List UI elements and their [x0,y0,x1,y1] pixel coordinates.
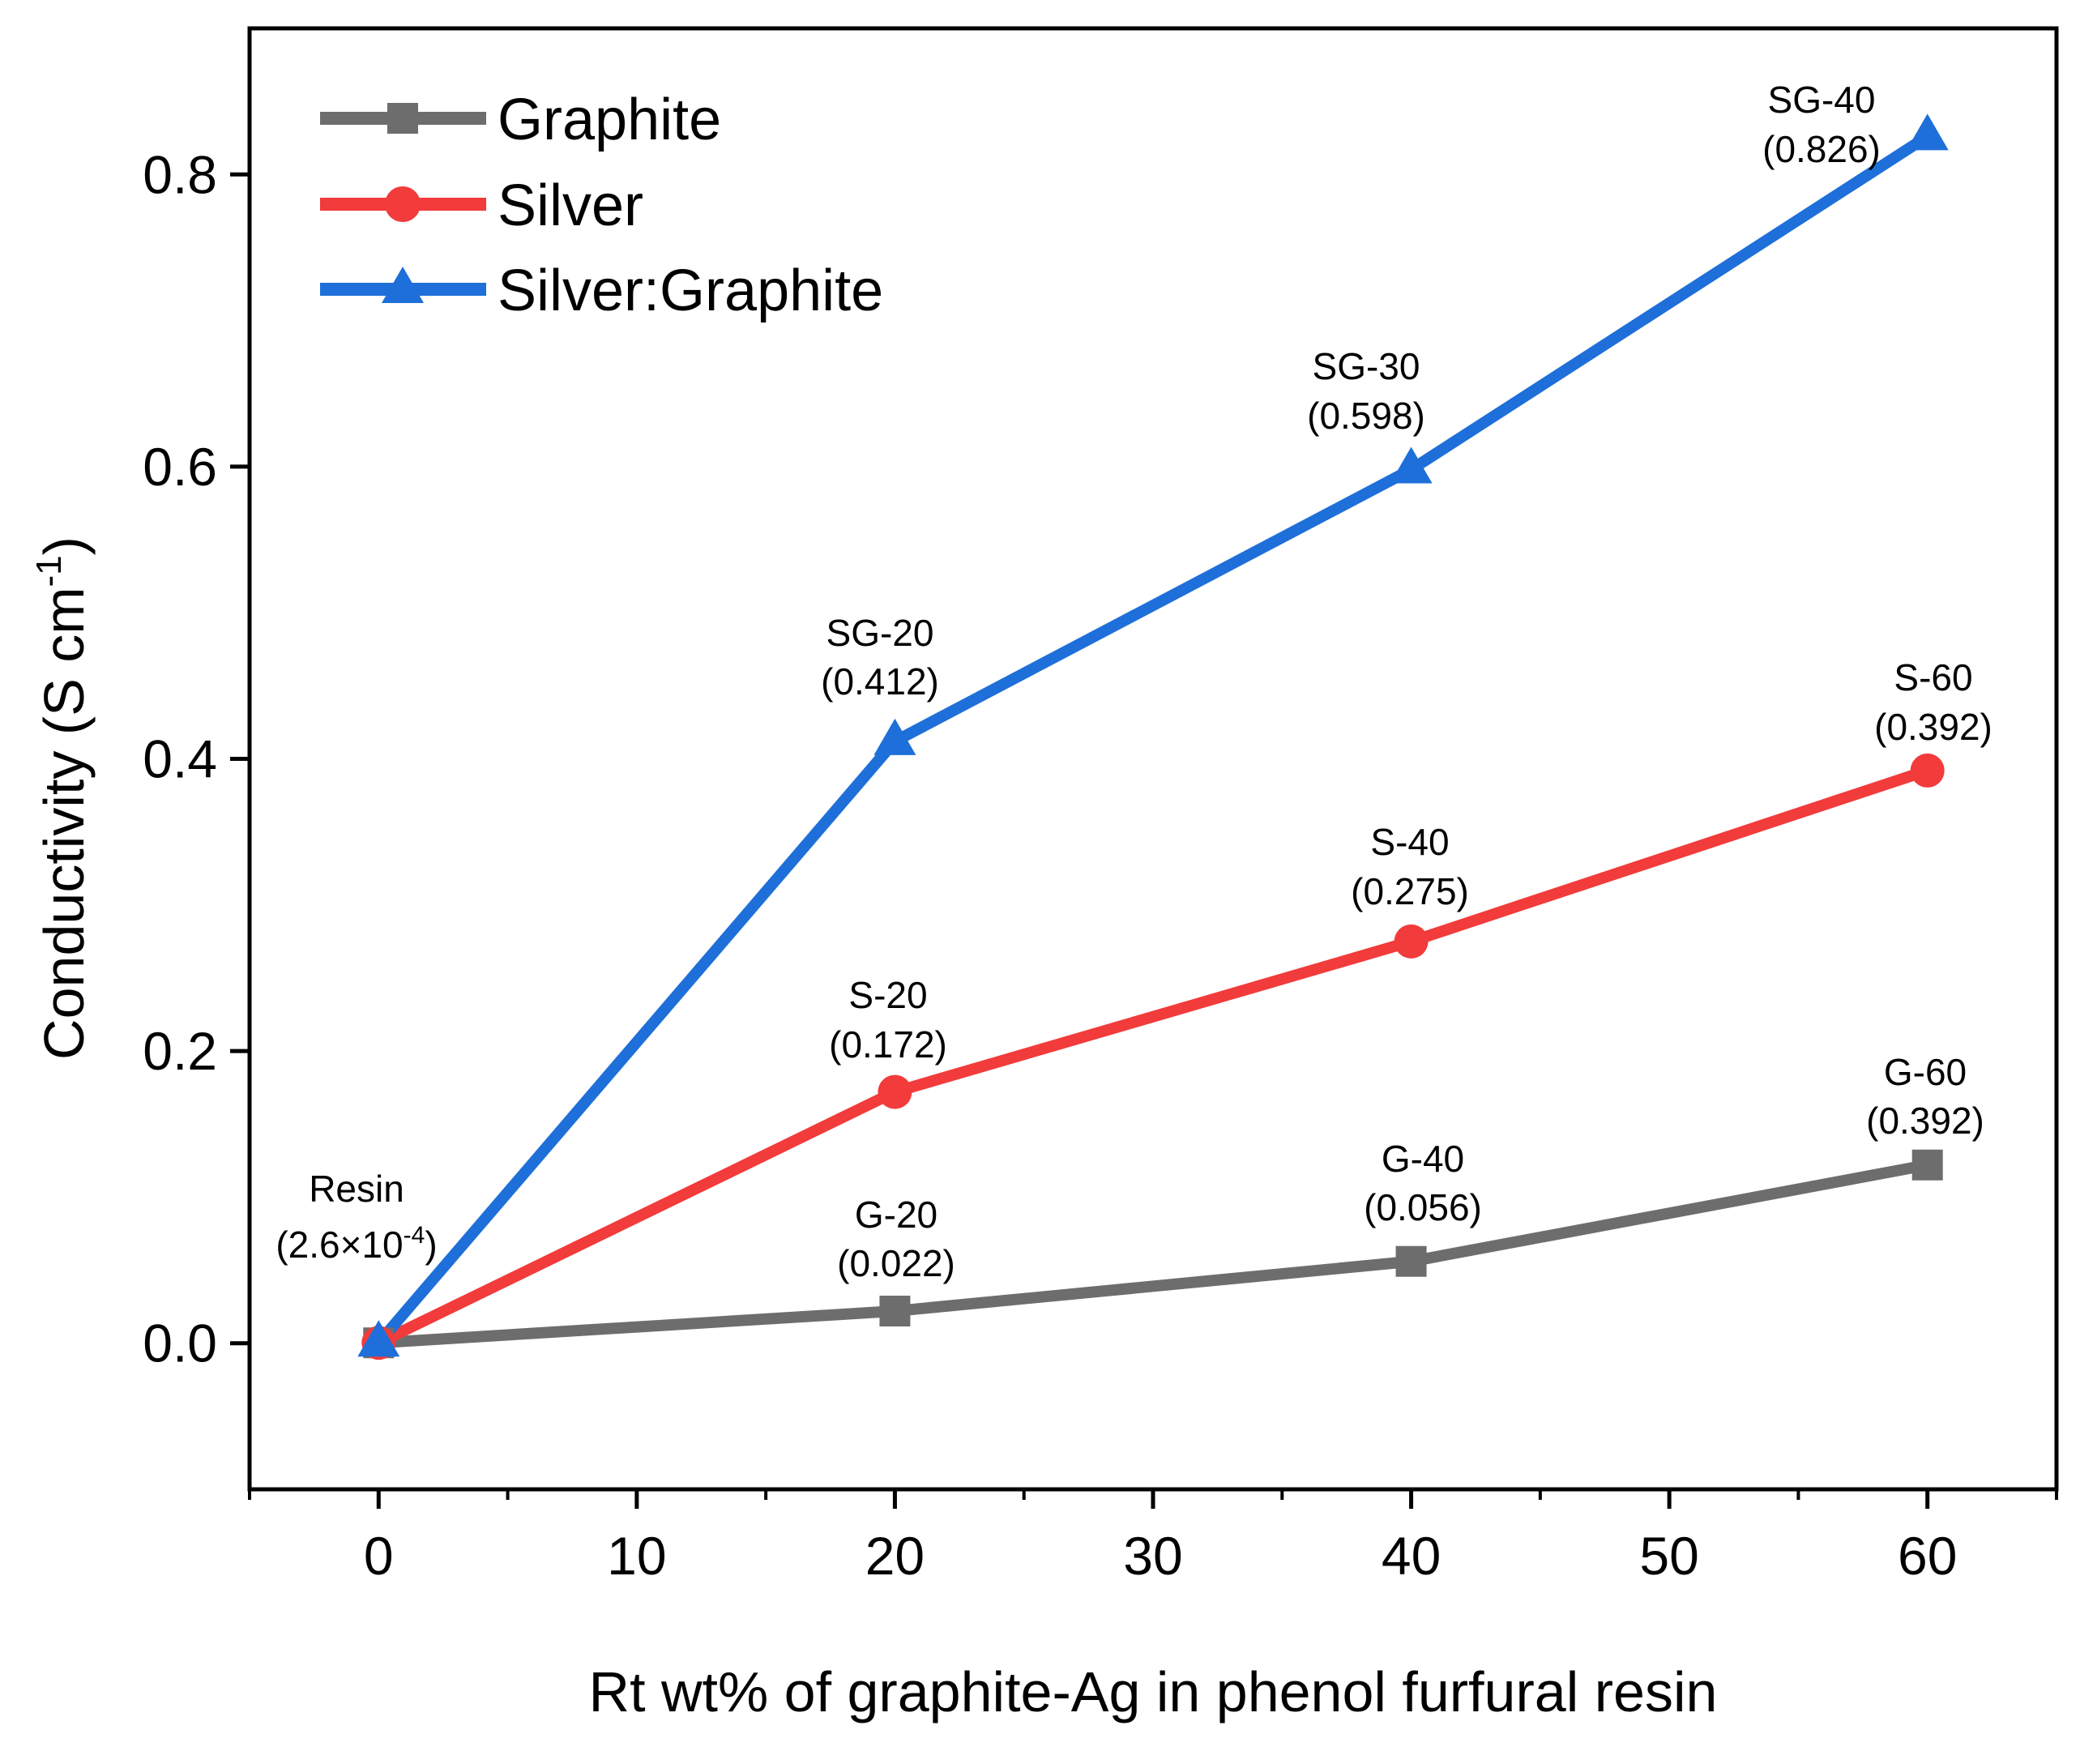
series-line-graphite [378,1159,1928,1349]
annotation-sg40-value: (0.826) [1762,128,1881,170]
annotation-sg20-value: (0.412) [821,660,939,703]
x-tick-label: 50 [1639,1526,1698,1586]
axis-ticks: 0 10 20 30 40 50 60 0.0 0.2 0.4 0.6 0.8 [143,144,2058,1586]
annotation-s20: S-20 [848,974,927,1016]
data-point-silver-graphite [357,1320,400,1357]
series-line-silver [376,765,1929,1348]
annotation-s40-value: (0.275) [1351,870,1469,912]
annotation-g20: G-20 [855,1194,937,1236]
y-tick-label: 0.8 [143,144,217,204]
x-tick-label: 0 [364,1526,394,1586]
legend-marker-silver [385,186,421,222]
annotation-sg30-value: (0.598) [1307,395,1425,437]
data-point-graphite [1395,1245,1427,1277]
annotation-resin: Resin [309,1168,404,1210]
annotation-s60: S-60 [1894,656,1972,698]
data-point-silver [1910,753,1945,788]
x-tick-label: 20 [865,1526,925,1586]
legend-label-graphite: Graphite [498,88,721,152]
x-tick-label: 40 [1382,1526,1441,1586]
legend-marker-graphite [387,103,418,134]
x-axis-title: Rt wt% of graphite-Ag in phenol furfural… [589,1660,1718,1723]
annotation-s20-value: (0.172) [829,1023,947,1066]
series-lines [374,131,1931,1349]
y-axis-title: Conductivity (S cm-1) [29,536,96,1060]
annotation-g60-value: (0.392) [1866,1100,1984,1142]
legend-label-silver: Silver [498,173,643,238]
annotation-sg30: SG-30 [1313,345,1420,387]
data-point-graphite [879,1296,911,1327]
data-point-silver [1394,924,1429,959]
legend-marker-silver-graphite [382,267,424,303]
annotation-resin-value: (2.6×10-4) [275,1222,437,1266]
data-point-silver [878,1074,912,1109]
annotation-g60: G-60 [1884,1051,1967,1093]
y-axis-title-sup: -1 [29,555,69,587]
annotation-g40: G-40 [1382,1138,1464,1180]
y-tick-label: 0.2 [143,1021,217,1081]
x-tick-label: 30 [1123,1526,1182,1586]
annotation-resin-value-sup: -4 [404,1222,425,1249]
data-point-graphite [1911,1149,1943,1181]
x-tick-label: 60 [1898,1526,1957,1586]
data-point-silver-graphite [873,718,916,755]
y-tick-label: 0.0 [143,1313,217,1373]
annotation-g20-value: (0.022) [837,1242,955,1284]
data-point-silver-graphite [1906,113,1949,151]
series-markers [357,113,1949,1360]
annotation-s40: S-40 [1370,821,1449,863]
annotation-s60-value: (0.392) [1874,706,1992,748]
annotation-resin-value-base: (2.6×10 [275,1224,403,1266]
annotation-sg20: SG-20 [826,612,934,654]
legend-label-silver-graphite: Silver:Graphite [498,258,883,323]
x-tick-label: 10 [607,1526,666,1586]
annotation-g40-value: (0.056) [1364,1186,1482,1228]
data-point-silver-graphite [1390,446,1433,484]
y-axis-title-main: Conductivity (S cm [32,587,96,1059]
annotation-sg40: SG-40 [1768,79,1876,121]
annotation-resin-value-tail: ) [425,1224,437,1266]
legend: Graphite Silver Silver:Graphite [320,88,883,323]
annotations: Resin (2.6×10-4) G-20 (0.022) G-40 (0.05… [275,79,1992,1284]
y-axis-title-close: ) [32,536,96,555]
series-line-silver-graphite [374,131,1931,1347]
y-tick-label: 0.6 [143,437,217,497]
y-tick-label: 0.4 [143,729,217,789]
